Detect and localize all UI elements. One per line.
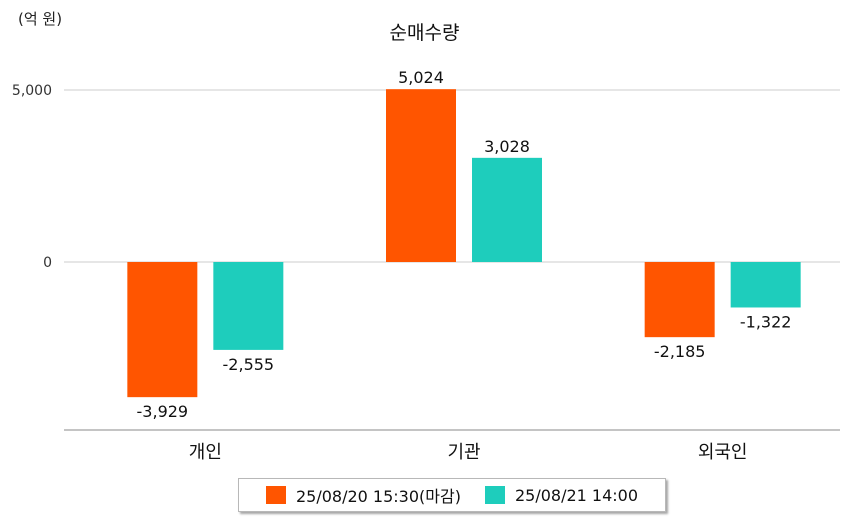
bar-1-3 [644,262,715,338]
x-tick-label: 개인 [189,442,222,463]
data-label-2-3: -1,322 [740,312,792,331]
bar-1-2 [386,89,456,262]
legend-label-series-2: 25/08/21 14:00 [514,485,639,505]
bar-2-2 [472,157,542,262]
x-tick-label: 기관 [447,442,480,463]
bar-2-3 [730,262,801,308]
x-tick-label: 외국인 [698,442,748,463]
legend-item-series-1[interactable]: 25/08/20 15:30(마감) [265,483,461,507]
bar-chart: 5,000 0 개인 -3,929 -2,555 기관 5,024 3,028 외국인 -2,18… [12,68,840,463]
data-label-1-2: 5,024 [398,68,444,87]
legend-item-series-2[interactable]: 25/08/21 14:00 [484,485,639,505]
y-tick-label: 0 [43,255,52,271]
bar-1-1 [127,262,198,398]
legend-swatch-series-2 [484,486,505,504]
chart-title: 순매수량 [389,22,460,44]
data-label-2-1: -2,555 [223,355,275,374]
data-label-2-2: 3,028 [484,137,530,156]
data-label-1-3: -2,185 [654,342,706,361]
legend: 25/08/20 15:30(마감) 25/08/21 14:00 [238,478,666,512]
legend-label-series-1: 25/08/20 15:30(마감) [295,487,461,506]
bar-2-1 [213,262,284,350]
unit-label: (억 원) [18,10,63,28]
data-label-1-1: -3,929 [137,402,189,421]
legend-swatch-series-1 [265,486,286,504]
y-tick-label: 5,000 [12,83,52,99]
